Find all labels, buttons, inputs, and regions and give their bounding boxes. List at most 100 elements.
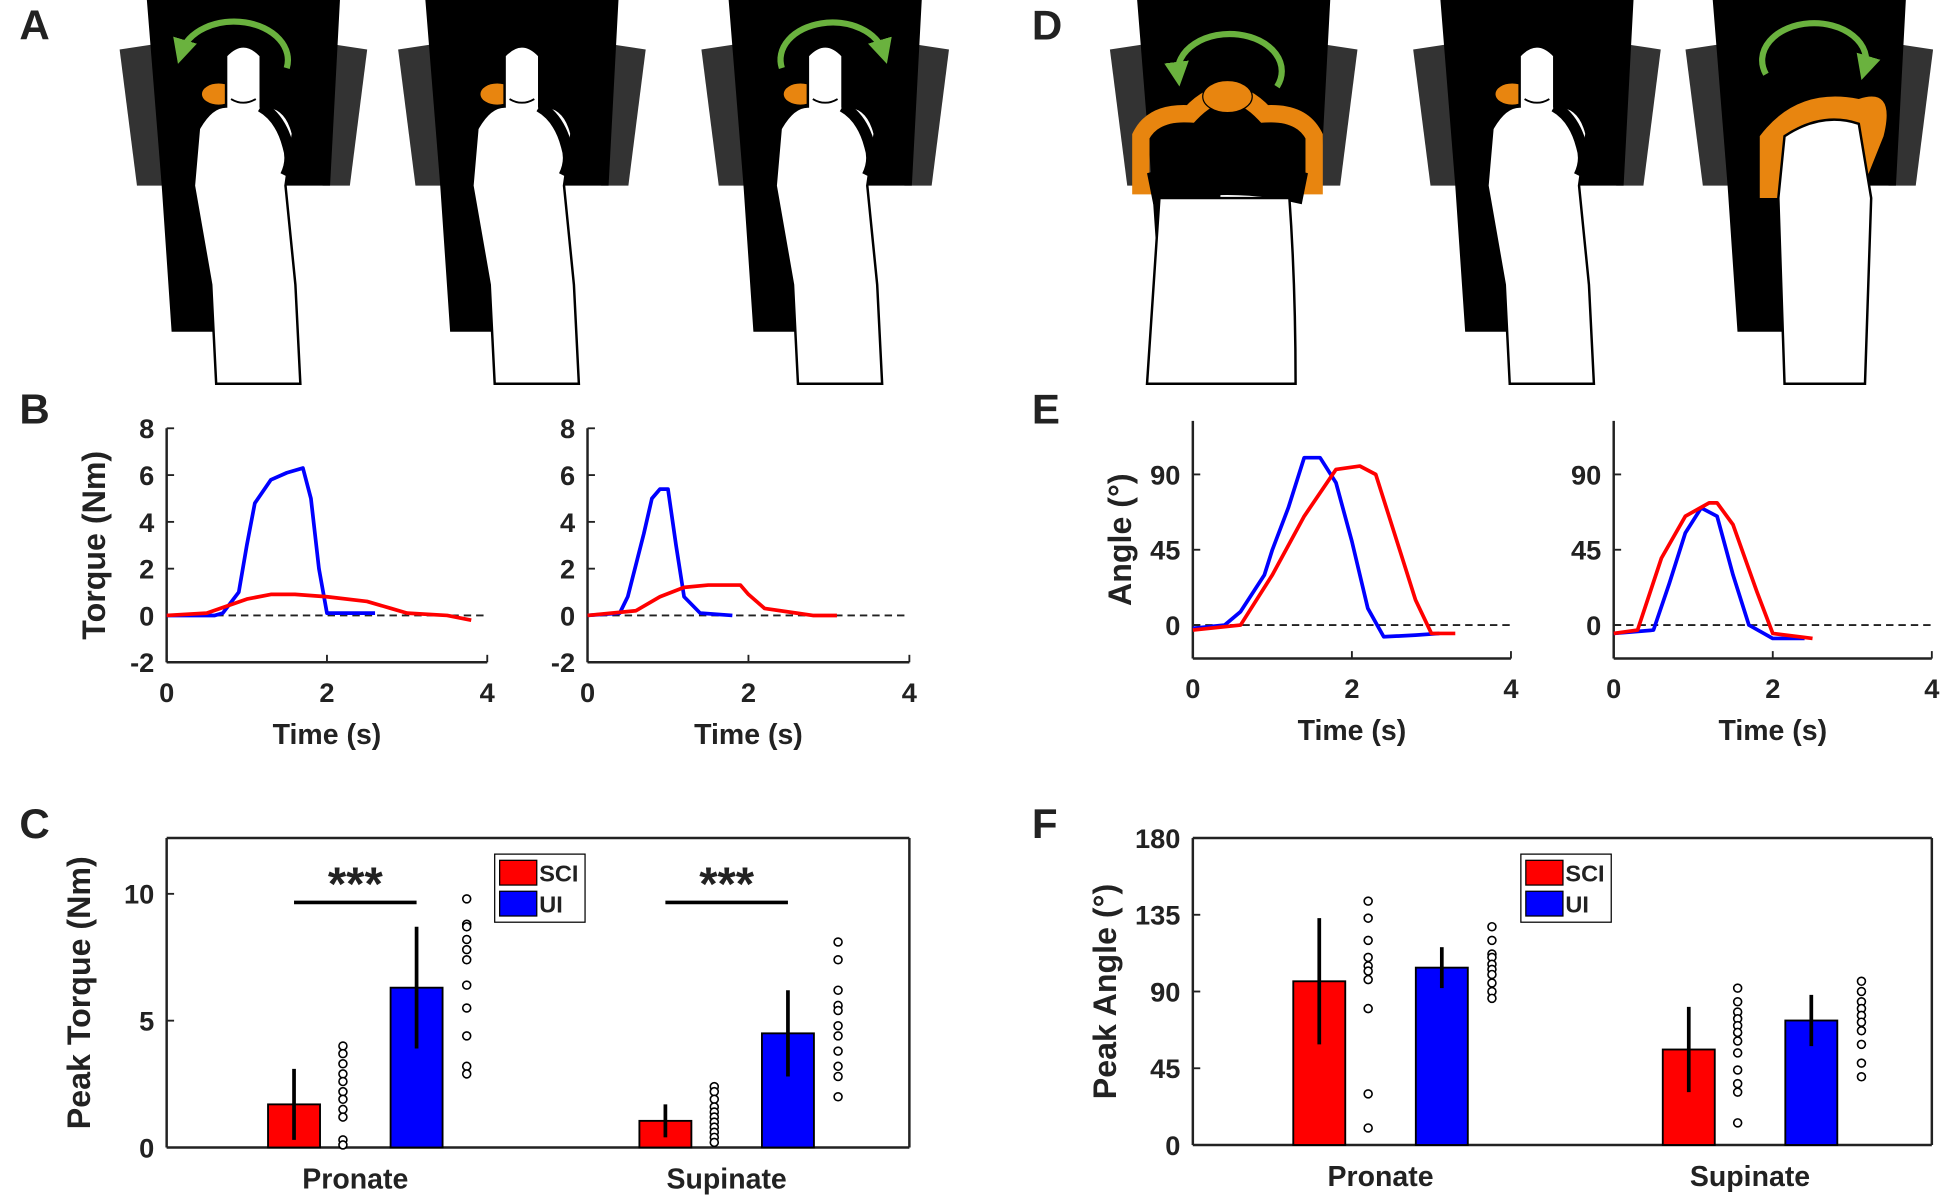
y-tick-label: 4 [139, 507, 154, 538]
data-point [1363, 1123, 1373, 1133]
y-tick-label: 0 [139, 1132, 154, 1163]
data-point [461, 922, 472, 932]
data-point [833, 1005, 843, 1016]
data-point [1856, 1072, 1867, 1082]
line-series [1613, 506, 1805, 641]
data-point [461, 894, 472, 904]
data-point [1487, 969, 1497, 980]
data-point [709, 1094, 720, 1105]
hand [1145, 196, 1297, 385]
data-point [338, 1112, 348, 1122]
data-point [709, 1137, 720, 1148]
line-series [1192, 464, 1456, 636]
rotation-arrow [1164, 30, 1285, 89]
data-point [1732, 1048, 1743, 1058]
data-point [833, 1071, 843, 1082]
legend-swatch [1525, 890, 1564, 917]
x-tick-label: Pronate [302, 1163, 408, 1195]
y-tick-label: 180 [1135, 823, 1180, 854]
legend-swatch [499, 890, 538, 917]
data-point [461, 1031, 472, 1041]
data-point [1487, 921, 1497, 932]
legend-label: UI [539, 891, 563, 917]
x-tick-label: Supinate [667, 1163, 787, 1195]
y-axis-label: Peak Angle (°) [1087, 884, 1123, 1099]
strap [1147, 160, 1308, 205]
x-tick-label: 2 [1765, 673, 1780, 704]
y-axis-label: Angle (°) [1102, 473, 1138, 606]
line-series [1192, 455, 1440, 639]
legend-label: SCI [1565, 860, 1604, 886]
data-point [461, 944, 472, 955]
data-point [1363, 966, 1373, 976]
illustration-row [119, 0, 1934, 385]
x-tick-label: 0 [580, 677, 595, 708]
data-point [338, 1140, 348, 1150]
data-point [338, 1104, 348, 1115]
y-tick-label: 6 [560, 460, 575, 491]
data-point [1487, 993, 1497, 1004]
data-point [1363, 1089, 1373, 1099]
data-point [1856, 976, 1867, 987]
y-tick-label: 8 [139, 413, 154, 444]
data-point [1363, 952, 1373, 963]
data-point [1363, 1003, 1373, 1014]
data-point [338, 1048, 348, 1059]
y-tick-label: 0 [1165, 1130, 1180, 1161]
data-point [833, 937, 843, 947]
panel-label: A [19, 2, 49, 49]
data-point [709, 1086, 720, 1097]
rotation-arrow [1759, 20, 1881, 80]
y-axis-label: Peak Torque (Nm) [61, 856, 97, 1129]
data-point [338, 1041, 348, 1051]
x-tick-label: 0 [1606, 673, 1621, 704]
x-tick-label: 0 [1185, 673, 1200, 704]
rotation-arrow [777, 19, 892, 70]
data-point [461, 955, 472, 965]
line-series [166, 466, 376, 618]
data-point [1856, 1025, 1867, 1036]
x-tick-label: 2 [319, 677, 334, 708]
x-tick-label: 4 [1924, 673, 1939, 704]
data-point [1732, 1065, 1743, 1075]
legend-label: UI [1565, 891, 1588, 917]
data-point [833, 1091, 843, 1102]
x-tick-label: Supinate [1690, 1161, 1810, 1193]
data-point [1856, 986, 1867, 997]
data-point [1856, 1058, 1867, 1068]
x-tick-label: 2 [741, 677, 756, 708]
data-point [461, 1069, 472, 1079]
data-point [1856, 1017, 1867, 1027]
data-point [338, 1086, 348, 1097]
data-point [1732, 1027, 1743, 1038]
significance-label: *** [328, 857, 384, 910]
data-point [1732, 1118, 1743, 1128]
data-point [1732, 996, 1743, 1007]
x-tick-label: 4 [1503, 673, 1518, 704]
legend-label: SCI [539, 860, 578, 886]
line-series [587, 487, 733, 618]
data-point [461, 1003, 472, 1013]
line-series [1613, 501, 1813, 641]
data-point [1487, 935, 1497, 946]
y-tick-label: 5 [139, 1006, 154, 1037]
data-point [1363, 935, 1373, 946]
x-tick-label: 0 [159, 677, 174, 708]
hand [1777, 118, 1873, 385]
x-axis-label: Time (s) [1298, 715, 1407, 747]
x-axis-label: Time (s) [273, 719, 382, 751]
data-point [1856, 1039, 1867, 1050]
data-point [338, 1069, 348, 1079]
y-tick-label: 6 [139, 460, 154, 491]
y-tick-label: 8 [560, 413, 575, 444]
y-tick-label: -2 [551, 647, 575, 678]
panel-label: E [1032, 385, 1060, 432]
x-tick-label: 4 [902, 677, 917, 708]
y-tick-label: 135 [1135, 900, 1180, 931]
bar [1414, 966, 1469, 1146]
y-tick-label: 0 [1165, 610, 1180, 641]
data-point [833, 1061, 843, 1072]
data-point [833, 1046, 843, 1056]
y-tick-label: 45 [1150, 535, 1180, 566]
